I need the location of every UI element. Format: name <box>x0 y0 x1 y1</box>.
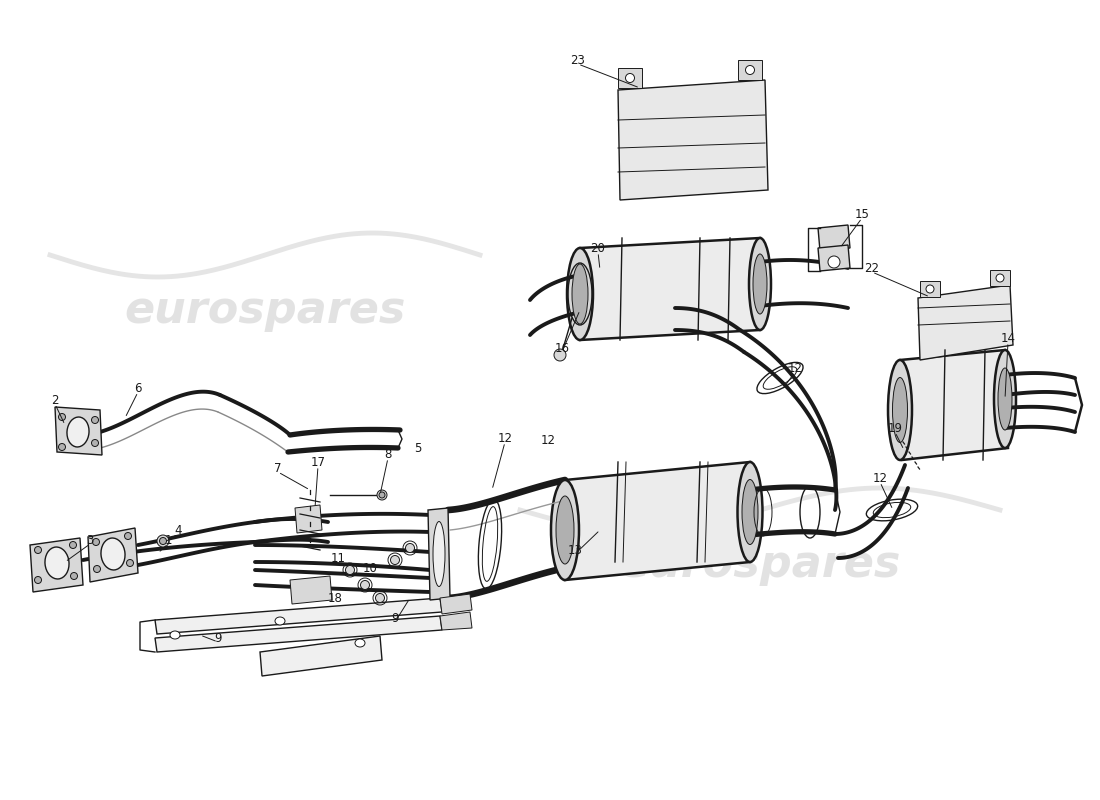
Text: 23: 23 <box>571 54 585 66</box>
Ellipse shape <box>433 522 446 586</box>
Ellipse shape <box>157 535 169 547</box>
Ellipse shape <box>375 594 385 602</box>
Text: 20: 20 <box>591 242 605 254</box>
Text: 9: 9 <box>392 611 398 625</box>
Ellipse shape <box>345 566 354 574</box>
Text: 9: 9 <box>214 631 222 645</box>
Ellipse shape <box>69 542 77 549</box>
Polygon shape <box>440 594 472 614</box>
Text: 22: 22 <box>865 262 880 274</box>
Text: 17: 17 <box>310 455 326 469</box>
Polygon shape <box>88 528 138 582</box>
Ellipse shape <box>556 496 574 564</box>
Ellipse shape <box>566 248 593 340</box>
Text: 8: 8 <box>384 449 392 462</box>
Ellipse shape <box>58 443 66 450</box>
Text: 15: 15 <box>855 209 869 222</box>
Ellipse shape <box>572 264 588 324</box>
Text: 5: 5 <box>415 442 421 454</box>
Text: 16: 16 <box>554 342 570 354</box>
Ellipse shape <box>994 350 1016 448</box>
Ellipse shape <box>746 66 755 74</box>
Ellipse shape <box>91 439 99 446</box>
Polygon shape <box>565 462 750 580</box>
Ellipse shape <box>126 559 133 566</box>
Polygon shape <box>918 285 1013 360</box>
Polygon shape <box>440 612 472 630</box>
Text: 14: 14 <box>1001 331 1015 345</box>
Ellipse shape <box>160 538 166 545</box>
Ellipse shape <box>91 417 99 423</box>
Ellipse shape <box>749 238 771 330</box>
Polygon shape <box>618 80 768 200</box>
Ellipse shape <box>996 274 1004 282</box>
Text: 4: 4 <box>174 523 182 537</box>
Polygon shape <box>900 350 1008 460</box>
Polygon shape <box>818 245 850 271</box>
Ellipse shape <box>70 573 77 579</box>
Ellipse shape <box>926 285 934 293</box>
Polygon shape <box>155 616 442 652</box>
Polygon shape <box>738 60 762 80</box>
Ellipse shape <box>888 360 912 460</box>
Ellipse shape <box>406 543 415 553</box>
Text: 12: 12 <box>497 431 513 445</box>
Ellipse shape <box>355 639 365 647</box>
Text: 7: 7 <box>274 462 282 474</box>
Ellipse shape <box>170 631 180 639</box>
Text: 19: 19 <box>888 422 902 434</box>
Ellipse shape <box>34 546 42 554</box>
Ellipse shape <box>275 617 285 625</box>
Ellipse shape <box>626 74 635 82</box>
Text: eurospares: eurospares <box>124 289 406 331</box>
Text: 6: 6 <box>134 382 142 394</box>
Ellipse shape <box>67 417 89 447</box>
Polygon shape <box>580 238 760 340</box>
Polygon shape <box>818 225 850 251</box>
Text: 13: 13 <box>568 543 582 557</box>
Ellipse shape <box>94 566 100 573</box>
Ellipse shape <box>379 492 385 498</box>
Polygon shape <box>260 636 382 676</box>
Polygon shape <box>30 538 82 592</box>
Polygon shape <box>290 576 332 604</box>
Ellipse shape <box>390 555 399 565</box>
Ellipse shape <box>361 581 370 590</box>
Text: 12: 12 <box>788 362 803 374</box>
Text: 2: 2 <box>52 394 58 406</box>
Polygon shape <box>295 505 322 533</box>
Polygon shape <box>990 270 1010 286</box>
Polygon shape <box>920 281 940 297</box>
Ellipse shape <box>828 256 840 268</box>
Ellipse shape <box>377 490 387 500</box>
Text: 11: 11 <box>330 551 345 565</box>
Ellipse shape <box>101 538 125 570</box>
Ellipse shape <box>58 414 66 421</box>
Ellipse shape <box>554 349 566 361</box>
Ellipse shape <box>45 547 69 579</box>
Ellipse shape <box>124 533 132 539</box>
Ellipse shape <box>34 577 42 583</box>
Polygon shape <box>55 407 102 455</box>
Ellipse shape <box>742 479 758 545</box>
Polygon shape <box>428 508 450 600</box>
Ellipse shape <box>754 254 767 314</box>
Ellipse shape <box>92 538 99 546</box>
Ellipse shape <box>737 462 762 562</box>
Text: 10: 10 <box>363 562 377 574</box>
Text: 3: 3 <box>86 534 94 546</box>
Text: eurospares: eurospares <box>619 543 901 586</box>
Ellipse shape <box>998 368 1012 430</box>
Text: 12: 12 <box>540 434 556 446</box>
Text: 12: 12 <box>872 471 888 485</box>
Polygon shape <box>618 68 642 88</box>
Text: 18: 18 <box>328 591 342 605</box>
Text: 1: 1 <box>164 534 172 546</box>
Polygon shape <box>155 598 442 634</box>
Ellipse shape <box>551 480 579 580</box>
Ellipse shape <box>892 378 907 442</box>
